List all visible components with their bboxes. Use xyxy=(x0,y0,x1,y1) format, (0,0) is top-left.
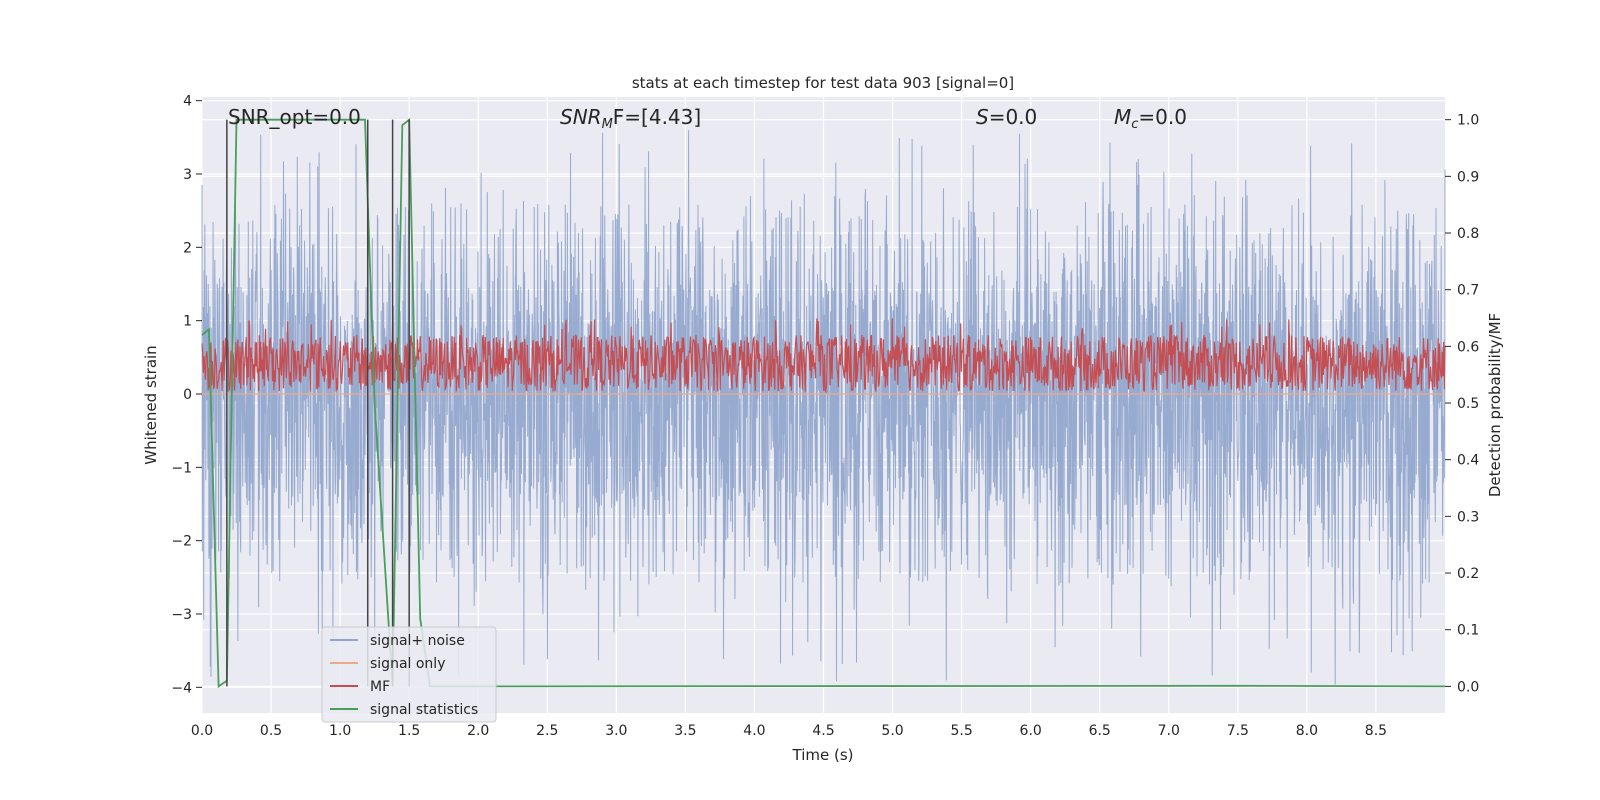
y-left-tick-label-3: 1 xyxy=(183,314,192,330)
x-tick-label-2: 1.0 xyxy=(329,723,351,739)
y-right-tick-label-4: 0.6 xyxy=(1457,339,1479,355)
y-left-tick-label-7: −3 xyxy=(171,607,192,623)
snr-mf-sub: M xyxy=(602,117,613,132)
y-right-tick-label-9: 0.1 xyxy=(1457,623,1479,639)
annotation-snr-mf: SNRMF=[4.43] xyxy=(560,105,701,132)
y-left-tick-label-1: 3 xyxy=(183,167,192,183)
annotation-snr-opt: SNR_opt=0.0 xyxy=(228,105,361,129)
x-tick-label-5: 2.5 xyxy=(536,723,558,739)
chart-title: stats at each timestep for test data 903… xyxy=(632,74,1014,92)
snr-mf-rest: F=[4.43] xyxy=(613,105,701,129)
y-left-tick-label-2: 2 xyxy=(183,240,192,256)
x-tick-label-14: 7.0 xyxy=(1158,723,1180,739)
snr-mf-base: SNR xyxy=(560,105,602,129)
x-tick-label-15: 7.5 xyxy=(1227,723,1249,739)
x-tick-label-6: 3.0 xyxy=(605,723,627,739)
y-axis-right-ticks: 1.0 0.9 0.8 0.7 0.6 0.5 0.4 0.3 0.2 0.1 0.0 xyxy=(1445,113,1479,695)
vertical-markers xyxy=(226,119,410,687)
y-left-tick-label-8: −4 xyxy=(171,680,192,696)
x-tick-label-17: 8.5 xyxy=(1365,723,1387,739)
x-axis-label: Time (s) xyxy=(792,746,854,764)
legend-label-signal-noise: signal+ noise xyxy=(370,633,465,649)
y-left-tick-label-4: 0 xyxy=(183,387,192,403)
x-tick-label-3: 1.5 xyxy=(398,723,420,739)
y-right-tick-label-1: 0.9 xyxy=(1457,169,1479,185)
y-left-tick-label-0: 4 xyxy=(183,94,192,110)
x-tick-label-0: 0.0 xyxy=(191,723,213,739)
legend-label-signal-statistics: signal statistics xyxy=(370,702,478,718)
y-axis-left-label: Whitened strain xyxy=(142,345,160,464)
x-axis-ticks: 0.0 0.5 1.0 1.5 2.0 2.5 3.0 3.5 4.0 4.5 5.0 5.5 6.0 6… xyxy=(191,723,1387,739)
annotation-mc: Mc=0.0 xyxy=(1114,105,1187,132)
x-tick-label-11: 5.5 xyxy=(950,723,972,739)
y-right-tick-label-10: 0.0 xyxy=(1457,679,1479,695)
s-rest: =0.0 xyxy=(989,105,1038,129)
y-left-tick-label-6: −2 xyxy=(171,534,192,550)
y-right-tick-label-3: 0.7 xyxy=(1457,283,1479,299)
y-left-tick-label-5: −1 xyxy=(171,460,192,476)
y-right-tick-label-7: 0.3 xyxy=(1457,509,1479,525)
legend-box xyxy=(321,626,497,723)
annotation-s: S=0.0 xyxy=(976,105,1037,129)
y-right-tick-label-2: 0.8 xyxy=(1457,226,1479,242)
x-tick-label-13: 6.5 xyxy=(1089,723,1111,739)
x-tick-label-10: 5.0 xyxy=(881,723,903,739)
x-tick-label-7: 3.5 xyxy=(674,723,696,739)
y-right-tick-label-8: 0.2 xyxy=(1457,566,1479,582)
x-tick-label-4: 2.0 xyxy=(467,723,489,739)
x-tick-label-8: 4.0 xyxy=(743,723,765,739)
y-axis-left-ticks: 4 3 2 1 0 −1 −2 −3 −4 xyxy=(171,94,202,696)
mc-sub: c xyxy=(1131,117,1138,132)
x-tick-label-16: 8.0 xyxy=(1296,723,1318,739)
y-right-tick-label-6: 0.4 xyxy=(1457,453,1479,469)
x-tick-label-1: 0.5 xyxy=(260,723,282,739)
s-base: S xyxy=(976,105,989,129)
y-right-tick-label-5: 0.5 xyxy=(1457,396,1479,412)
legend: signal+ noise signal only MF signal stat… xyxy=(321,626,497,723)
x-tick-label-12: 6.0 xyxy=(1020,723,1042,739)
x-tick-label-9: 4.5 xyxy=(812,723,834,739)
y-axis-right-label: Detection probability/MF xyxy=(1486,313,1504,497)
y-right-tick-label-0: 1.0 xyxy=(1457,113,1479,129)
legend-label-signal-only: signal only xyxy=(370,656,445,672)
mc-rest: =0.0 xyxy=(1138,105,1187,129)
mc-base: M xyxy=(1114,105,1131,129)
legend-label-mf: MF xyxy=(370,679,390,695)
